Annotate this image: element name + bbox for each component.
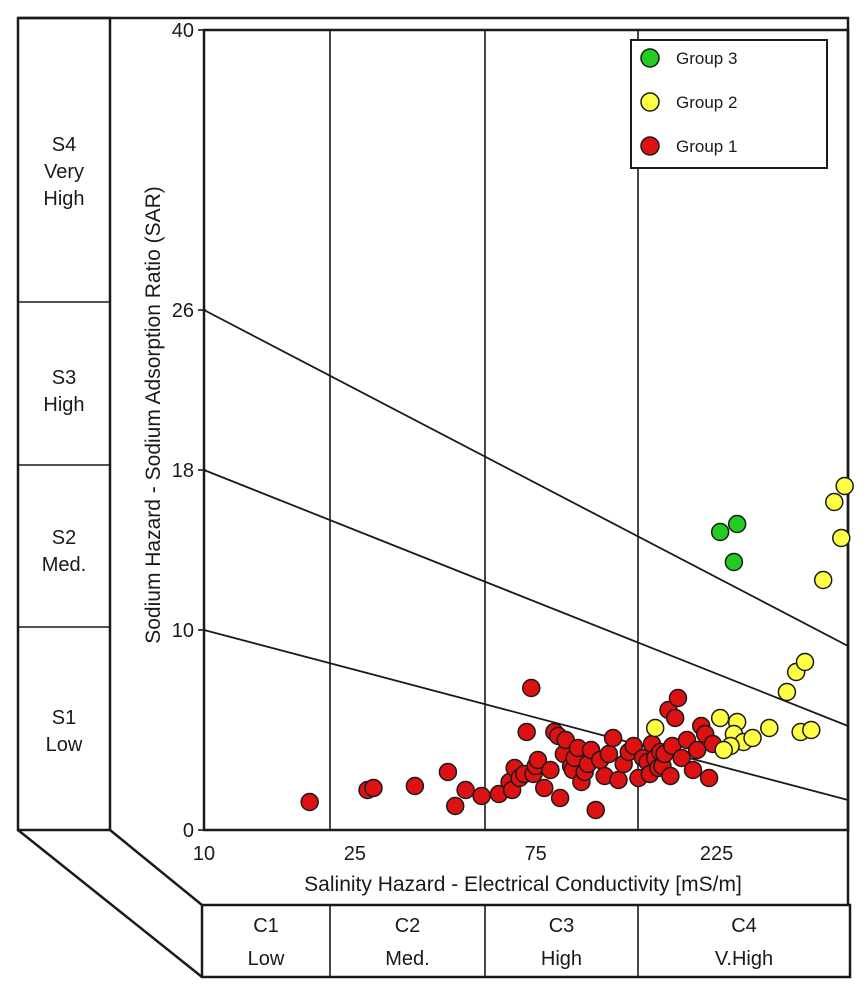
legend-box: [630, 39, 828, 169]
x-tick-label: 25: [344, 843, 366, 865]
hazard-curves: [203, 309, 849, 801]
point-group-1: [364, 778, 383, 798]
point-group-2: [832, 528, 851, 548]
point-group-1: [521, 678, 541, 698]
x-axis-label: Salinity Hazard - Electrical Conductivit…: [304, 873, 742, 896]
legend-label-group-1: Group 1: [676, 137, 737, 156]
sodium-class-s2-code: S2: [52, 527, 76, 549]
point-group-3: [727, 514, 747, 534]
y-tick-label: 40: [172, 20, 194, 42]
x-tick-label: 10: [193, 843, 215, 865]
sodium-class-s4-label: High: [43, 188, 84, 210]
point-group-1: [534, 778, 554, 798]
sodium-class-s3-label: High: [43, 394, 84, 416]
point-group-2: [835, 476, 854, 496]
point-group-2: [710, 708, 730, 728]
bevel-edge-left: [17, 829, 203, 978]
point-group-1: [456, 780, 475, 800]
legend-label-group-3: Group 3: [676, 49, 737, 68]
point-group-1: [603, 728, 623, 748]
point-group-1: [665, 708, 685, 728]
sodium-class-s4-label: Very: [44, 161, 84, 183]
point-group-1: [661, 766, 680, 786]
bevel-edge-inner: [109, 829, 203, 906]
y-tick-label: 10: [172, 620, 194, 642]
data-points: [300, 476, 854, 820]
salinity-class-c3-code: C3: [549, 915, 575, 937]
point-group-2: [825, 492, 844, 512]
legend-marker-group-1: [640, 136, 660, 156]
point-group-1: [405, 776, 425, 796]
plot-frame: [202, 28, 850, 832]
salinity-class-c4-label: V.High: [715, 948, 773, 970]
legend: Group 3 Group 2 Group 1: [630, 39, 828, 169]
point-group-1: [517, 722, 536, 742]
point-group-1: [300, 792, 319, 812]
point-group-1: [541, 760, 560, 780]
point-group-1: [550, 788, 570, 808]
point-group-1: [672, 748, 691, 768]
point-group-1: [599, 744, 619, 764]
point-group-2: [760, 718, 779, 738]
salinity-class-row: [200, 903, 852, 979]
hazard-curve-2: [203, 469, 849, 727]
salinity-class-labels: C1 Low C2 Med. C3 High C4 V.High: [248, 915, 773, 970]
x-axis-ticks: 10 25 75 225: [193, 843, 733, 865]
salinity-class-c3-label: High: [541, 948, 582, 970]
sodium-class-labels: S1 Low S2 Med. S3 High S4 Very High: [42, 134, 86, 756]
salinity-class-c2-code: C2: [395, 915, 421, 937]
point-group-2: [777, 682, 797, 702]
point-group-1: [687, 740, 707, 760]
sodium-class-s3-code: S3: [52, 367, 76, 389]
y-axis-ticks: 0 10 18 26 40: [172, 20, 206, 842]
point-group-2: [743, 728, 762, 748]
point-group-2: [645, 718, 665, 738]
point-group-1: [624, 736, 643, 756]
point-group-1: [586, 800, 605, 820]
legend-label-group-2: Group 2: [676, 93, 737, 112]
point-group-1: [472, 786, 491, 806]
salinity-class-c4-code: C4: [731, 915, 757, 937]
sodium-class-s2-label: Med.: [42, 554, 86, 576]
y-axis-label: Sodium Hazard - Sodium Adsorption Ratio …: [142, 186, 165, 644]
point-group-2: [802, 720, 821, 740]
point-group-1: [683, 760, 703, 780]
salinity-class-c2-label: Med.: [385, 948, 429, 970]
hazard-curve-3: [203, 309, 849, 647]
sodium-class-s4-code: S4: [52, 134, 76, 156]
y-tick-label: 18: [172, 460, 194, 482]
point-group-3: [724, 552, 744, 572]
legend-items: Group 3 Group 2 Group 1: [640, 48, 737, 156]
y-tick-label: 26: [172, 300, 194, 322]
x-tick-label: 225: [700, 843, 733, 865]
point-group-1: [528, 750, 548, 770]
sodium-class-s1-code: S1: [52, 707, 76, 729]
point-group-1: [699, 768, 719, 788]
sodium-class-s1-label: Low: [46, 734, 83, 756]
point-group-2: [813, 570, 833, 590]
point-group-3: [710, 522, 730, 542]
point-group-1: [668, 688, 688, 708]
point-group-1: [609, 770, 628, 790]
x-tick-label: 75: [525, 843, 547, 865]
point-group-1: [438, 762, 458, 782]
salinity-class-c1-label: Low: [248, 948, 285, 970]
point-group-1: [445, 796, 465, 816]
point-group-2: [795, 652, 815, 672]
legend-marker-group-3: [640, 48, 660, 68]
point-group-2: [714, 740, 733, 760]
legend-marker-group-2: [640, 92, 660, 112]
hazard-curve-1: [203, 629, 849, 801]
y-tick-label: 0: [183, 820, 194, 842]
salinity-class-c1-code: C1: [253, 915, 279, 937]
